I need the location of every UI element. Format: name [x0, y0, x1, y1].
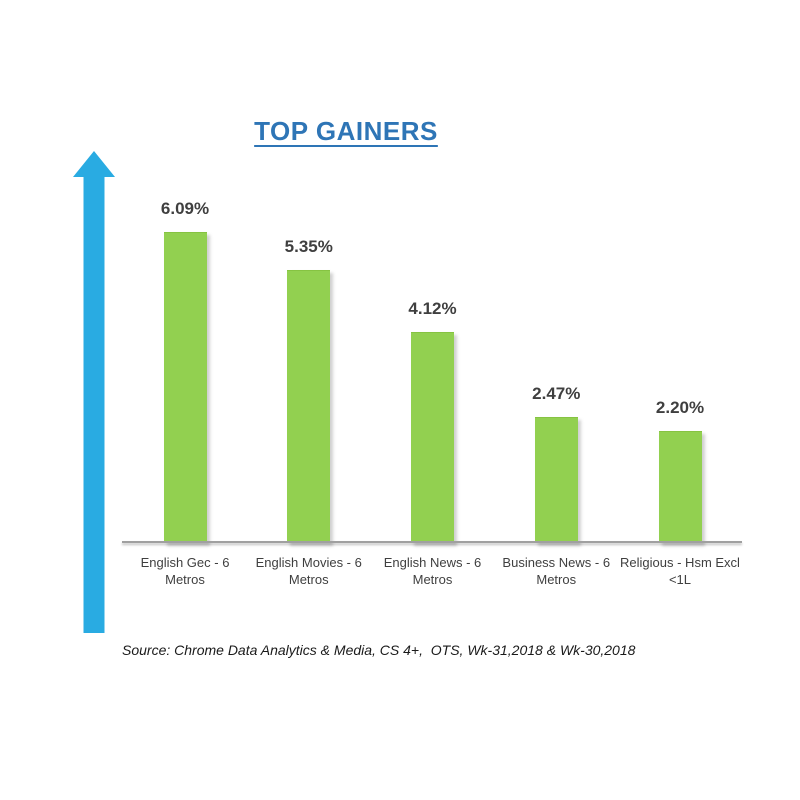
bar: [534, 417, 578, 543]
source-note: Source: Chrome Data Analytics & Media, C…: [122, 642, 636, 658]
chart-title: TOP GAINERS: [254, 116, 438, 146]
bar-value-label: 6.09%: [160, 199, 210, 218]
x-axis-line: [122, 541, 742, 543]
x-axis-label: Religious - Hsm Excl <1L: [620, 555, 740, 587]
bar: [658, 431, 702, 543]
bar-value-label: 4.12%: [408, 299, 457, 318]
bar-value-label: 2.20%: [655, 398, 705, 417]
x-axis-label: English Movies - 6 Metros: [255, 555, 362, 587]
x-axis-label: English Gec - 6 Metros: [140, 555, 230, 587]
x-axis-label: English News - 6 Metros: [383, 555, 482, 587]
x-axis-label: Business News - 6 Metros: [502, 555, 611, 587]
up-arrow-icon: [73, 151, 115, 633]
bar-value-label: 2.47%: [532, 384, 581, 403]
bar-value-label: 5.35%: [284, 237, 333, 256]
bar: [411, 332, 454, 543]
bar: [287, 270, 331, 543]
bar: [163, 232, 207, 543]
